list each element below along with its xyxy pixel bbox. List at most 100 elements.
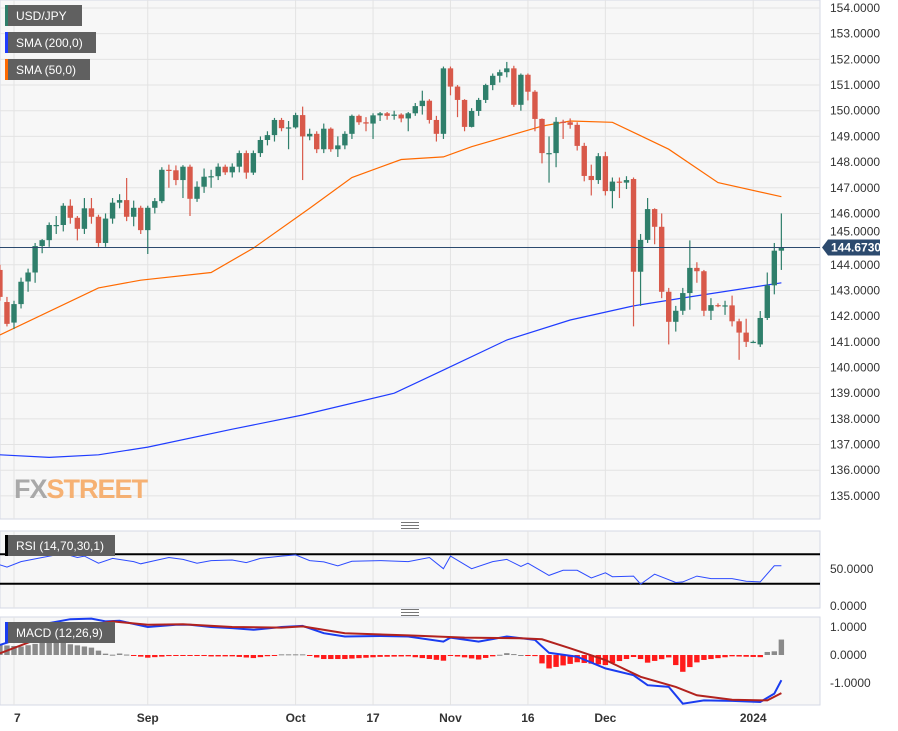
price-tick-label: 146.0000 xyxy=(830,206,880,220)
legend-sma200[interactable]: SMA (200,0) xyxy=(5,32,96,53)
macd-histogram-bar xyxy=(595,655,602,665)
macd-panel-resize-handle-icon[interactable] xyxy=(401,609,419,616)
candle-body xyxy=(468,110,475,127)
candle xyxy=(384,112,390,120)
macd-histogram-bar xyxy=(88,647,95,655)
sma50-line xyxy=(0,120,782,336)
price-tick-label: 139.0000 xyxy=(830,386,880,400)
candle xyxy=(74,216,81,241)
legend-color-swatch xyxy=(5,59,8,80)
candle xyxy=(426,99,433,124)
candle xyxy=(461,99,468,132)
candle xyxy=(729,295,735,327)
candle-body xyxy=(504,68,510,73)
macd-histogram-bar xyxy=(637,655,644,660)
legend-sma50[interactable]: SMA (50,0) xyxy=(5,59,90,80)
macd-histogram-bar xyxy=(630,655,637,658)
candle-body xyxy=(553,121,559,154)
candle-body xyxy=(88,208,95,217)
candle-body xyxy=(299,115,306,137)
candle-body xyxy=(187,166,193,199)
date-tick-label: 17 xyxy=(366,711,380,725)
candle xyxy=(187,164,193,217)
macd-histogram-bar xyxy=(222,655,228,657)
candle xyxy=(159,167,165,204)
macd-histogram-bar xyxy=(342,655,348,660)
rsi-tick-label: 0.0000 xyxy=(830,599,867,613)
macd-histogram-bar xyxy=(588,655,594,664)
macd-histogram-bar xyxy=(482,655,489,658)
legend-rsi[interactable]: RSI (14,70,30,1) xyxy=(5,535,115,556)
candle xyxy=(588,164,594,196)
candle xyxy=(215,163,221,181)
date-tick-label: 16 xyxy=(521,711,535,725)
candle xyxy=(264,131,271,146)
candle-body xyxy=(46,224,52,241)
macd-histogram-bar xyxy=(335,655,341,660)
candle-body xyxy=(236,153,242,167)
candle xyxy=(236,150,242,173)
candle-body xyxy=(264,135,271,140)
candle-body xyxy=(229,166,235,173)
candle-body xyxy=(433,119,440,134)
candle xyxy=(490,73,496,91)
candle-body xyxy=(651,209,658,227)
candle xyxy=(553,117,559,168)
candle-body xyxy=(74,217,81,229)
candle xyxy=(67,199,74,224)
legend-macd[interactable]: MACD (12,26,9) xyxy=(5,622,115,643)
main-plot-area[interactable] xyxy=(0,0,821,520)
macd-histogram-bar xyxy=(609,655,616,664)
candle xyxy=(377,112,383,121)
candle xyxy=(567,118,573,129)
macd-histogram-bar xyxy=(95,650,102,655)
legend-usdjpy[interactable]: USD/JPY xyxy=(5,5,82,26)
macd-histogram-bar xyxy=(278,654,285,656)
candle-body xyxy=(532,91,538,119)
macd-histogram-bar xyxy=(757,655,763,658)
current-price-tag: 144.6730 xyxy=(822,239,881,256)
candle-body xyxy=(588,175,594,181)
candle xyxy=(152,198,158,214)
macd-histogram-bar xyxy=(74,645,81,655)
macd-histogram-bar xyxy=(349,655,355,659)
candle xyxy=(145,205,151,255)
candle xyxy=(102,213,109,247)
candle xyxy=(0,264,3,301)
macd-histogram-bar xyxy=(553,655,559,667)
price-tick-label: 138.0000 xyxy=(830,412,880,426)
candle-body xyxy=(356,115,362,123)
macd-histogram-bar xyxy=(215,655,221,657)
candle-body xyxy=(328,128,334,150)
candle xyxy=(250,150,257,175)
candle xyxy=(687,240,693,310)
rsi-plot-area[interactable] xyxy=(0,530,821,609)
candle xyxy=(412,103,418,116)
candle-body xyxy=(60,205,66,225)
candle xyxy=(229,163,235,178)
candle-body xyxy=(53,224,59,227)
candle xyxy=(32,242,38,283)
candle-body xyxy=(539,118,545,154)
macd-tick-label: -1.0000 xyxy=(830,676,871,690)
candle xyxy=(574,122,580,151)
candle xyxy=(46,222,52,247)
candle xyxy=(314,131,320,154)
candle xyxy=(25,268,31,292)
rsi-panel-resize-handle-icon[interactable] xyxy=(401,522,419,529)
macd-histogram-bar xyxy=(405,655,411,657)
candle-body xyxy=(595,156,602,181)
candle xyxy=(306,128,313,141)
legend-color-swatch xyxy=(5,32,8,53)
candle xyxy=(651,208,658,245)
candle xyxy=(391,110,397,120)
macd-histogram-bar xyxy=(764,651,770,655)
candle-body xyxy=(750,341,756,344)
macd-histogram-bar xyxy=(306,655,313,656)
candle-body xyxy=(511,68,517,105)
candle xyxy=(525,73,531,101)
macd-histogram-bar xyxy=(722,655,728,658)
candle xyxy=(194,181,200,202)
candle-body xyxy=(0,269,3,297)
candle-body xyxy=(271,119,278,136)
